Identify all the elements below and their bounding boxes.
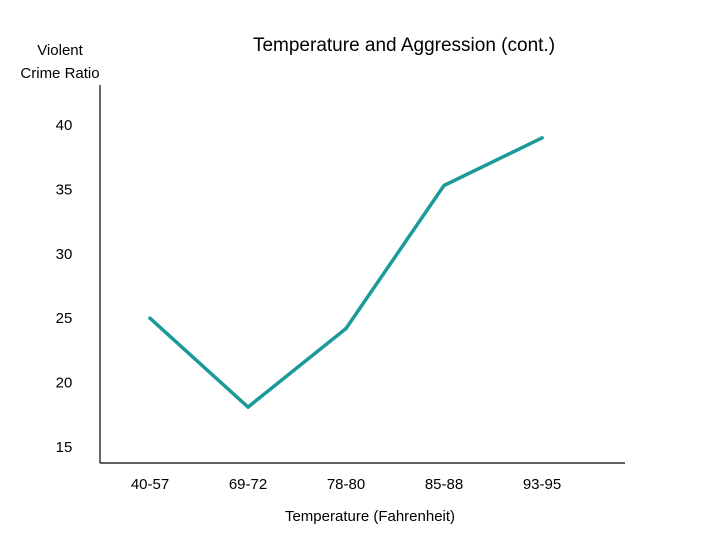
x-tick-labels: 40-57 69-72 78-80 85-88 93-95 <box>131 476 561 493</box>
chart-title: Temperature and Aggression (cont.) <box>253 35 555 56</box>
data-point-78-80 <box>344 326 348 331</box>
data-point-93-95 <box>540 136 544 140</box>
y-tick-label-35: 35 <box>56 181 73 198</box>
y-tick-label-20: 20 <box>56 375 73 392</box>
data-point-40-57 <box>148 316 152 320</box>
x-tick-label-78-80: 78-80 <box>327 476 365 493</box>
y-tick-labels: 40 35 30 25 20 15 <box>56 117 73 456</box>
x-tick-label-85-88: 85-88 <box>425 476 463 493</box>
series-group <box>148 136 544 409</box>
y-tick-label-15: 15 <box>56 439 73 456</box>
x-tick-label-40-57: 40-57 <box>131 476 169 493</box>
x-tick-label-69-72: 69-72 <box>229 476 267 493</box>
data-point-69-72 <box>246 405 250 409</box>
y-tick-label-40: 40 <box>56 117 73 134</box>
y-tick-label-30: 30 <box>56 246 73 263</box>
y-axis-label-line-1: Violent <box>37 42 83 59</box>
y-tick-label-25: 25 <box>56 310 73 327</box>
y-axis-label-line-2: Crime Ratio <box>20 65 99 82</box>
x-tick-label-93-95: 93-95 <box>523 476 561 493</box>
data-point-85-88 <box>442 183 446 188</box>
series-line-0 <box>148 136 544 409</box>
x-axis-label: Temperature (Fahrenheit) <box>285 508 455 525</box>
